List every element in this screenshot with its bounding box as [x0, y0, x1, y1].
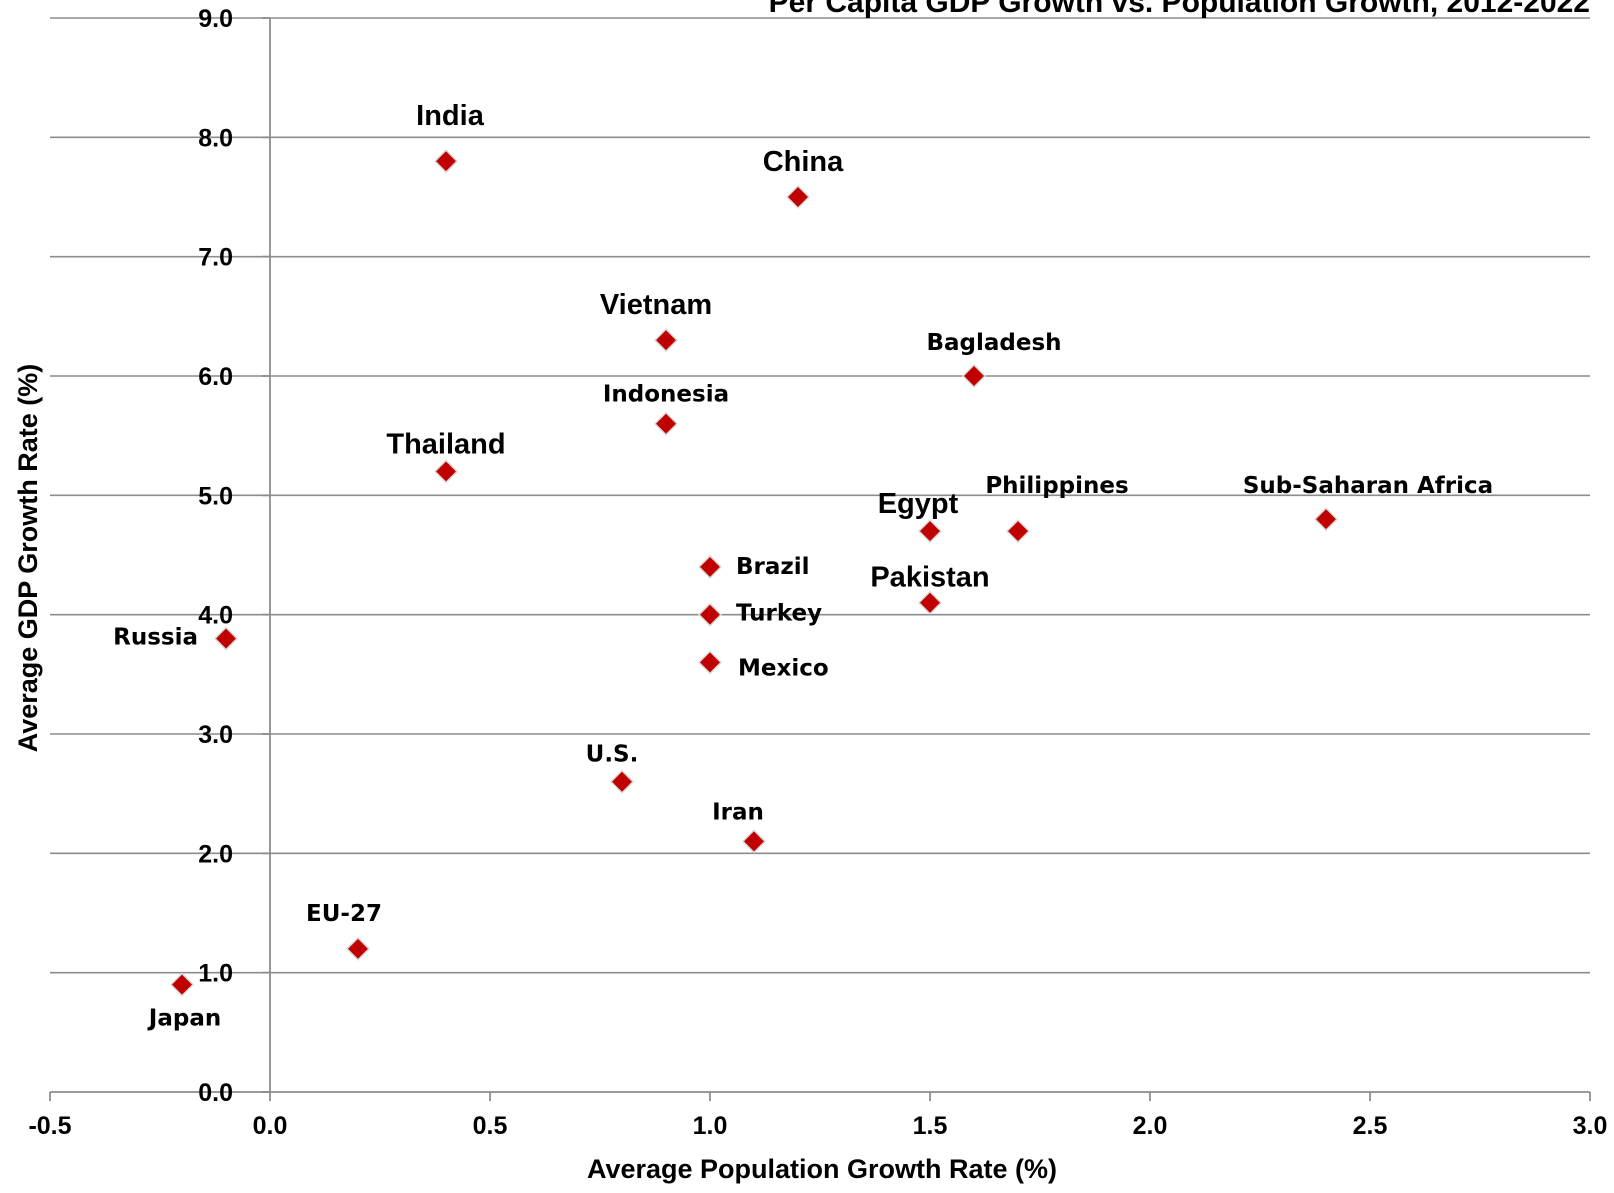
chart-title: Per Capita GDP Growth vs. Population Gro… [769, 0, 1590, 19]
y-tick-label: 6.0 [198, 363, 233, 391]
data-point-label: Pakistan [870, 562, 989, 594]
data-point-label: India [416, 100, 485, 132]
data-point-label: Mexico [738, 655, 829, 681]
data-point-label: Russia [113, 625, 198, 651]
data-point-label: Iran [712, 799, 764, 825]
y-tick-label: 8.0 [198, 124, 233, 152]
data-point-marker [785, 184, 811, 210]
y-tick-label: 4.0 [198, 602, 233, 630]
data-points [169, 149, 1339, 997]
x-tick-label: 0.0 [253, 1112, 288, 1140]
y-tick-label: 3.0 [198, 721, 233, 749]
x-tick-label: 1.5 [913, 1112, 948, 1140]
data-point-label: Egypt [878, 488, 959, 520]
y-tick-label: 5.0 [198, 482, 233, 510]
data-point-label: Sub-Saharan Africa [1243, 473, 1493, 499]
tick-labels: 0.0 1.0 2.0 3.0 4.0 5.0 6.0 7.0 8.0 9.0 -0.5 0.0 0.5… [28, 5, 1607, 1140]
grid-lines [50, 17, 1590, 974]
data-point-label: China [763, 146, 844, 178]
y-tick-label: 7.0 [198, 244, 233, 272]
data-point-marker [697, 650, 723, 675]
y-tick-label: 1.0 [198, 960, 233, 988]
y-axis-title: Average GDP Growth Rate (%) [13, 364, 43, 753]
data-point-marker [653, 328, 679, 353]
point-labels: India China Vietnam Bagladesh Indonesia Thail… [113, 100, 1493, 1031]
x-tick-label: 2.0 [1133, 1112, 1168, 1140]
data-point-marker [917, 590, 943, 615]
data-point-label: Turkey [736, 601, 822, 627]
data-point-label: Bagladesh [926, 330, 1061, 356]
data-point-label: EU-27 [306, 901, 382, 927]
x-tick-label: 0.5 [473, 1112, 508, 1140]
data-point-label: U.S. [586, 742, 639, 768]
data-point-marker [433, 149, 459, 174]
data-point-marker [653, 411, 679, 436]
y-tick-label: 0.0 [198, 1079, 233, 1107]
data-point-marker [1005, 519, 1031, 544]
data-point-marker [961, 363, 987, 389]
data-point-marker [213, 626, 239, 651]
data-point-label: Philippines [985, 473, 1128, 499]
x-tick-label: -0.5 [28, 1112, 71, 1140]
axes [49, 17, 1591, 1101]
data-point-marker [697, 602, 723, 627]
data-point-marker [609, 769, 635, 794]
y-tick-label: 2.0 [198, 840, 233, 868]
data-point-label: Vietnam [600, 289, 712, 321]
x-tick-label: 2.5 [1353, 1112, 1388, 1140]
x-axis-title: Average Population Growth Rate (%) [587, 1154, 1057, 1184]
x-tick-label: 1.0 [693, 1112, 728, 1140]
data-point-marker [345, 936, 371, 961]
data-point-label: Indonesia [603, 382, 729, 408]
y-tick-label: 9.0 [198, 5, 233, 33]
data-point-label: Thailand [386, 428, 505, 460]
x-tick-label: 3.0 [1573, 1112, 1608, 1140]
data-point-marker [169, 972, 195, 997]
data-point-marker [697, 554, 723, 579]
data-point-marker [433, 459, 459, 484]
data-point-marker [741, 829, 767, 854]
data-point-marker [917, 519, 943, 544]
data-point-label: Japan [147, 1006, 221, 1032]
data-point-marker [1313, 507, 1339, 532]
data-point-label: Brazil [736, 554, 810, 580]
